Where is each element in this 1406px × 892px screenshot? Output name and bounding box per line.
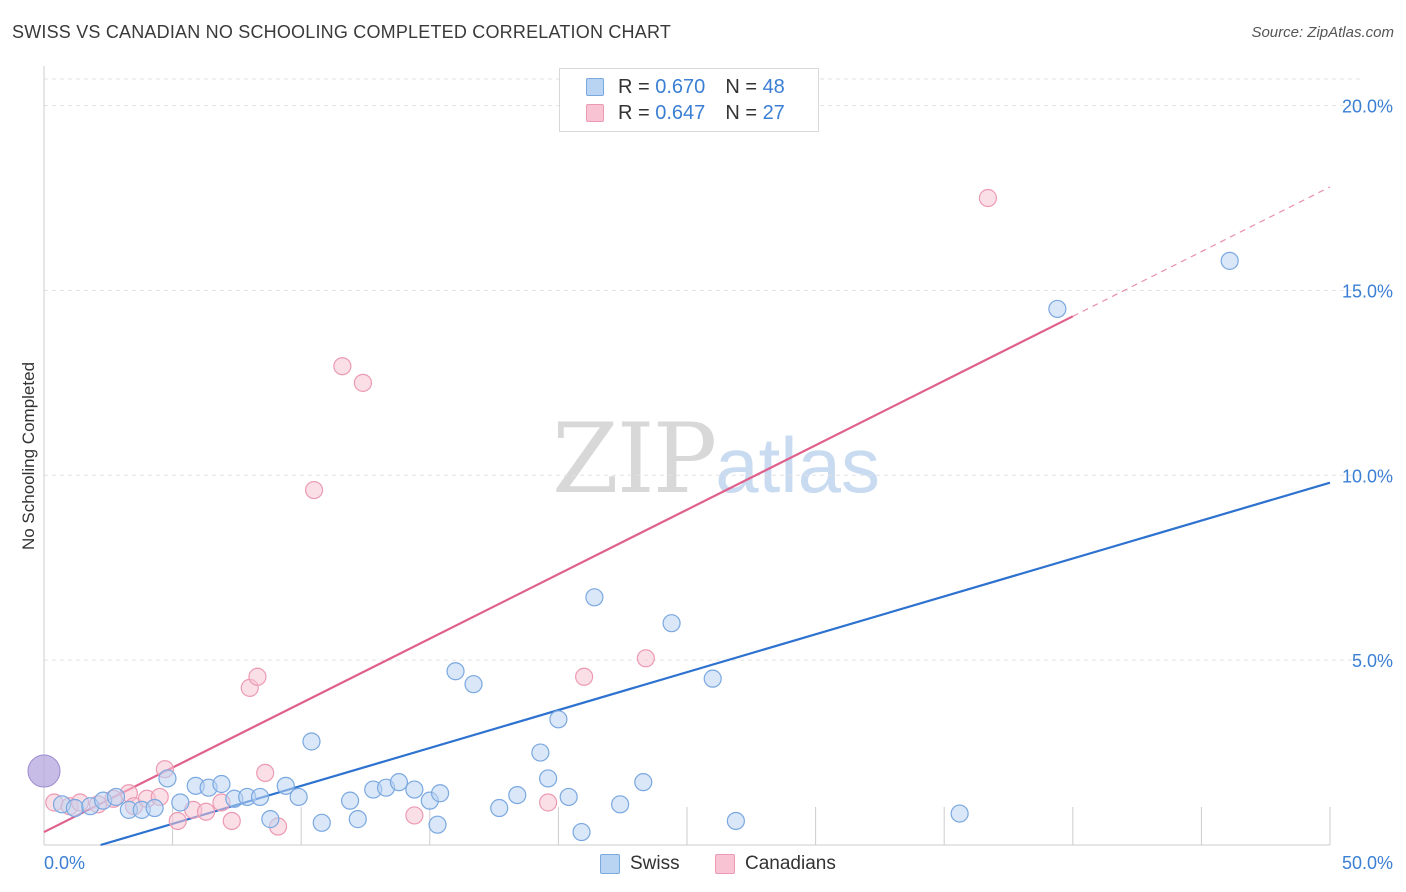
watermark-atlas: atlas [715,421,880,509]
swiss-point [106,787,126,807]
swiss-point [302,732,321,751]
chart-title: SWISS VS CANADIAN NO SCHOOLING COMPLETED… [12,22,672,42]
swiss-point [446,662,465,681]
swiss-point [389,773,409,792]
swiss-point [490,798,509,818]
swiss-point [261,810,280,829]
legend-n-value: 48 [762,75,785,98]
swiss-point [340,791,360,810]
swiss-point [539,769,558,788]
swiss-trendline [100,481,1331,847]
swiss-point [662,614,681,633]
swiss-point [405,780,424,799]
swiss-point [430,784,450,803]
swiss-point [312,813,331,832]
swiss-point [585,588,604,607]
swiss-legend-icon [600,854,620,874]
overlap-point [27,754,61,788]
canadians-trendline-extension [1072,186,1331,317]
correlation-legend: R = 0.670 N = 48 R = 0.647 N = 27 [559,68,819,132]
swiss-point [726,811,745,831]
canadians-point [304,480,324,500]
legend-n-value: 27 [762,101,785,124]
canadians-trendline [43,315,1074,834]
legend-r-value: 0.647 [655,101,706,124]
swiss-point [464,675,483,694]
swiss-swatch-icon [586,78,604,96]
grid-lines [44,78,1360,661]
legend-row-swiss: R = 0.670 N = 48 [586,75,785,99]
canadians-point [256,763,275,783]
legend-n-label: N = [725,75,757,98]
canadians-point [539,793,558,812]
canadians-point [168,811,187,831]
tick-labels: 5.0% 10.0% 15.0% 20.0% 0.0% 50.0% [44,97,1393,873]
canadians-point [636,649,655,668]
canadians-point [575,667,594,686]
swiss-point [634,773,653,792]
swiss-point [65,798,84,818]
swiss-point [171,793,190,812]
canadians-point [405,806,424,825]
swiss-point [158,769,177,788]
canadians-point [978,188,998,208]
swiss-point [531,743,550,762]
swiss-point [428,815,447,834]
bottom-legend-swiss-label: Swiss [630,853,680,874]
bottom-legend-swiss[interactable]: Swiss [600,851,680,877]
y-tick-label: 5.0% [1352,651,1393,671]
canadians-point [353,373,373,392]
swiss-point [559,787,578,807]
swiss-point [212,774,231,794]
data-points [27,188,1239,842]
swiss-point [145,798,164,818]
x-tick-label: 0.0% [44,853,85,873]
axes [43,66,1331,846]
swiss-point [1220,251,1239,270]
source-label: Source: ZipAtlas.com [1251,24,1394,41]
canadians-point [196,802,216,821]
legend-n-label: N = [725,101,757,124]
swiss-point [508,785,527,805]
swiss-point [250,787,270,807]
swiss-point [1048,299,1067,319]
y-axis-label: No Schooling Completed [19,362,38,550]
swiss-point [703,669,722,688]
y-tick-label: 20.0% [1342,97,1393,117]
canadians-point [222,811,241,831]
canadians-swatch-icon [586,104,604,122]
legend-r-label: R = [618,101,650,124]
watermark-zip: ZIP [552,403,717,515]
swiss-point [572,822,591,842]
trendlines [43,186,1331,847]
x-tick-label: 50.0% [1342,853,1393,873]
y-tick-label: 15.0% [1342,281,1393,301]
bottom-legend-canadians[interactable]: Canadians [715,851,836,877]
bottom-legend-canadians-label: Canadians [745,853,836,874]
swiss-point [611,795,630,814]
legend-r-label: R = [618,75,650,98]
swiss-point [348,810,367,829]
swiss-point [289,787,308,807]
legend-row-canadians: R = 0.647 N = 27 [586,101,785,125]
legend-r-value: 0.670 [655,75,706,98]
y-tick-label: 10.0% [1342,466,1393,486]
canadians-point [333,357,352,376]
swiss-point [276,776,295,795]
watermark: ZIPatlas [552,403,880,515]
swiss-point [950,804,969,823]
swiss-point [549,710,568,729]
canadians-legend-icon [715,854,735,874]
canadians-point [248,667,267,686]
